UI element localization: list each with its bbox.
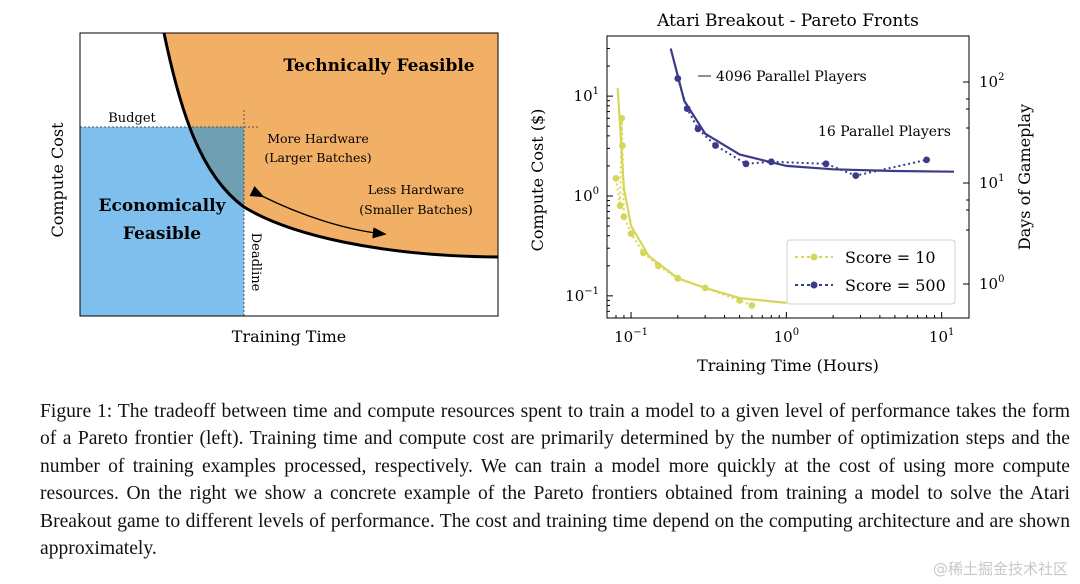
technically-feasible-label: Technically Feasible: [283, 56, 474, 76]
chart-y-axis-label: Compute Cost ($): [528, 109, 547, 252]
legend-label-score-500: Score = 500: [845, 276, 946, 295]
left-y-axis-label: Compute Cost: [48, 122, 67, 238]
data-point-score-500: [674, 75, 682, 82]
data-point-score-500: [822, 160, 830, 168]
data-point-score-500: [852, 172, 860, 180]
fit-curve-score-10: [616, 88, 787, 304]
economically-feasible-label-2: Feasible: [123, 224, 201, 244]
economically-feasible-label-1: Economically: [99, 196, 227, 216]
data-point-score-500: [712, 142, 719, 149]
data-point-score-10: [616, 202, 624, 210]
data-point-score-500: [742, 160, 750, 168]
pareto-chart: Atari Breakout - Pareto Fronts 10−1 100 10…: [528, 11, 1034, 375]
y-tick-label: 10−1: [565, 286, 599, 305]
chart-legend: Score = 10 Score = 500: [786, 239, 956, 305]
pareto-frontier-curve: [162, 32, 499, 259]
left-x-axis-label: Training Time: [232, 327, 346, 346]
data-point-score-10: [655, 262, 662, 270]
fit-curve-score-500: [669, 48, 955, 173]
figure-caption: Figure 1: The tradeoff between time and …: [40, 401, 1070, 560]
y-tick-label: 101: [574, 86, 599, 105]
data-point-score-10: [674, 274, 682, 282]
data-point-score-10: [736, 297, 743, 304]
overlap-region: [190, 127, 244, 207]
x-tick-label: 10−1: [614, 327, 648, 346]
more-hardware-label-2: (Larger Batches): [264, 150, 371, 165]
deadline-label: Deadline: [248, 233, 263, 292]
left-diagram: Technically Feasible Economically Feasib…: [48, 32, 499, 346]
data-point-score-10: [627, 230, 635, 238]
data-point-score-500: [694, 125, 702, 133]
x-tick-label: 101: [929, 327, 954, 346]
more-hardware-label-1: More Hardware: [267, 131, 369, 146]
y-right-tick-label: 101: [979, 173, 1004, 192]
data-point-score-10: [619, 142, 626, 149]
tradeoff-arrow: [249, 185, 387, 239]
y-right-tick-label: 100: [979, 274, 1004, 293]
chart-x-axis-label: Training Time (Hours): [697, 356, 879, 375]
data-point-score-500: [923, 156, 930, 164]
data-point-score-10: [701, 284, 709, 292]
data-point-score-10: [640, 249, 647, 257]
chart-plot-frame: [606, 35, 970, 319]
chart-y-right-axis-label: Days of Gameplay: [1015, 104, 1034, 250]
data-point-score-10: [748, 302, 756, 309]
x-tick-label: 100: [774, 327, 799, 346]
data-point-score-10: [618, 114, 626, 122]
dotted-line-score-10: [615, 118, 753, 307]
annotation-16-players: 16 Parallel Players: [818, 124, 951, 140]
data-point-score-500: [683, 105, 691, 112]
less-hardware-label-2: (Smaller Batches): [359, 202, 473, 217]
figure: Technically Feasible Economically Feasib…: [48, 11, 1034, 375]
budget-label: Budget: [108, 111, 156, 126]
y-right-tick-label: 102: [979, 72, 1004, 91]
technically-feasible-region: [164, 33, 498, 257]
annotation-4096-players: 4096 Parallel Players: [716, 69, 867, 85]
data-point-score-500: [767, 158, 775, 166]
data-point-score-10: [612, 175, 620, 182]
y-tick-label: 100: [574, 186, 599, 205]
watermark: @稀土掘金技术社区: [932, 560, 1068, 578]
dotted-line-score-500: [676, 78, 927, 177]
legend-label-score-10: Score = 10: [845, 248, 936, 267]
chart-title: Atari Breakout - Pareto Fronts: [656, 11, 919, 31]
data-point-score-10: [620, 213, 628, 221]
less-hardware-label-1: Less Hardware: [368, 182, 464, 197]
